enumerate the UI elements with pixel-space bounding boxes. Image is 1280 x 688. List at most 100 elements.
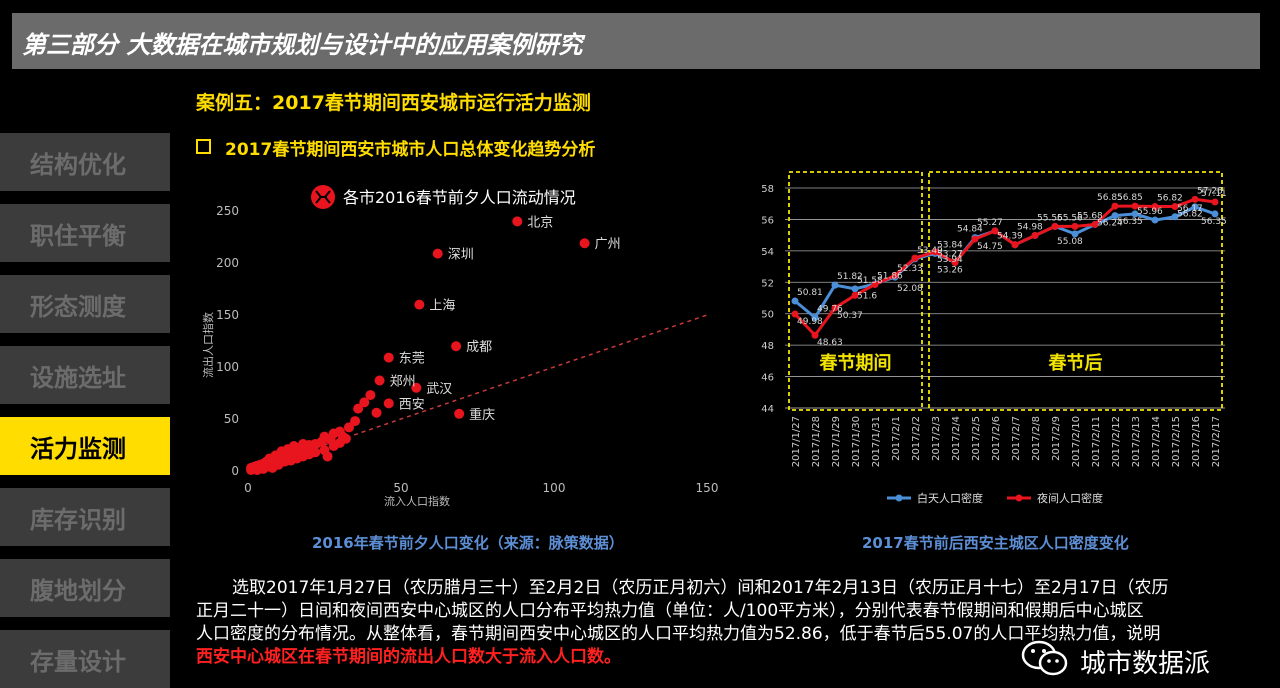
sidebar-item-structure[interactable]: 结构优化 bbox=[0, 133, 170, 191]
page-title: 第三部分 大数据在城市规划与设计中的应用案例研究 bbox=[22, 31, 583, 59]
series-point bbox=[1011, 241, 1019, 249]
scatter-point bbox=[264, 453, 275, 464]
data-label: 57.28 bbox=[1197, 186, 1223, 196]
data-label: 52.08 bbox=[897, 284, 923, 294]
scatter-point-labeled bbox=[383, 352, 394, 363]
series-point bbox=[1091, 220, 1099, 228]
series-point bbox=[831, 304, 839, 312]
y-tick-label: 48 bbox=[761, 341, 774, 352]
data-label: 53.94 bbox=[937, 255, 963, 265]
y-tick-label: 0 bbox=[231, 464, 239, 478]
data-label: 54.98 bbox=[1017, 222, 1043, 232]
x-tick-label: 2017/2/15 bbox=[1171, 416, 1182, 467]
series-point bbox=[851, 285, 859, 293]
scatter-x-axis-label: 流入人口指数 bbox=[384, 494, 450, 508]
data-label: 54.75 bbox=[977, 242, 1003, 252]
data-label: 56.35 bbox=[1117, 217, 1143, 227]
data-label: 54.84 bbox=[957, 225, 983, 235]
scatter-point-labeled bbox=[432, 248, 443, 259]
scatter-point bbox=[310, 447, 321, 458]
series-point bbox=[811, 313, 819, 321]
sidebar-item-inventory[interactable]: 库存识别 bbox=[0, 488, 170, 546]
city-label: 武汉 bbox=[426, 382, 452, 397]
series-point bbox=[811, 331, 819, 339]
bullet-square-icon bbox=[196, 139, 211, 154]
series-point bbox=[971, 235, 979, 243]
scatter-point bbox=[337, 431, 348, 442]
scatter-y-axis-label: 流出人口指数 bbox=[201, 312, 215, 378]
sidebar-item-label: 库存识别 bbox=[30, 506, 126, 534]
y-tick-label: 50 bbox=[761, 310, 774, 321]
sidebar-item-stock-design[interactable]: 存量设计 bbox=[0, 630, 170, 688]
series-point bbox=[871, 280, 879, 288]
data-label: 50.81 bbox=[797, 288, 823, 298]
page-header: 第三部分 大数据在城市规划与设计中的应用案例研究 bbox=[12, 13, 1260, 69]
sidebar-item-label: 形态测度 bbox=[30, 293, 126, 321]
scatter-point-labeled bbox=[512, 216, 523, 227]
series-point bbox=[1051, 222, 1059, 230]
y-tick-label: 100 bbox=[216, 360, 239, 374]
data-label: 55.08 bbox=[1057, 237, 1083, 247]
x-tick-label: 2017/2/7 bbox=[1011, 416, 1022, 461]
scatter-point-labeled bbox=[374, 375, 385, 386]
paragraph-line: 正月二十一）日间和夜间西安中心城区的人口分布平均热力值（单位：人/100平方米）… bbox=[196, 601, 1144, 621]
scatter-point bbox=[350, 416, 361, 427]
x-tick-label: 2017/1/28 bbox=[811, 416, 822, 467]
city-label: 西安 bbox=[399, 397, 425, 412]
y-tick-label: 58 bbox=[761, 184, 774, 195]
x-tick-label: 2017/2/17 bbox=[1211, 416, 1222, 467]
data-label: 55.27 bbox=[977, 218, 1003, 228]
scatter-point bbox=[298, 438, 309, 449]
sidebar-item-label: 活力监测 bbox=[30, 435, 126, 463]
scatter-point bbox=[343, 422, 354, 433]
data-label: 51.82 bbox=[837, 272, 863, 282]
data-label: 49.98 bbox=[797, 317, 823, 327]
data-label: 53.26 bbox=[937, 265, 963, 275]
data-label: 56.85 bbox=[1097, 193, 1123, 203]
line-chart: 44 46 48 50 52 54 56 58 春节期间 春节后 50.81 49.98 49.76… bbox=[761, 171, 1227, 505]
scatter-point-labeled bbox=[383, 398, 394, 409]
y-tick-label: 46 bbox=[761, 373, 774, 384]
sidebar-item-morphology[interactable]: 形态测度 bbox=[0, 275, 170, 333]
paragraph-line: 人口密度的分布情况。从整体看，春节期间西安中心城区的人口平均热力值为52.86，… bbox=[196, 624, 1161, 644]
series-point bbox=[891, 272, 899, 280]
data-label: 53.49 bbox=[917, 246, 943, 256]
data-label: 56.17 bbox=[1177, 204, 1203, 214]
y-tick-label: 150 bbox=[216, 308, 239, 322]
data-label: 55.68 bbox=[1077, 211, 1103, 221]
series-point bbox=[1211, 210, 1219, 218]
city-label: 北京 bbox=[527, 215, 553, 230]
x-tick-label: 2017/2/9 bbox=[1051, 416, 1062, 461]
legend-label: 白天人口密度 bbox=[917, 491, 983, 505]
x-tick-label: 50 bbox=[393, 481, 408, 495]
x-tick-label: 2017/2/14 bbox=[1151, 416, 1162, 467]
x-tick-label: 2017/1/30 bbox=[851, 416, 862, 467]
scatter-point bbox=[371, 407, 382, 418]
x-tick-label: 2017/1/31 bbox=[871, 416, 882, 467]
sidebar-item-facility-siting[interactable]: 设施选址 bbox=[0, 346, 170, 404]
x-tick-label: 100 bbox=[543, 481, 566, 495]
series-point bbox=[1071, 230, 1079, 238]
series-point bbox=[1031, 231, 1039, 239]
scatter-point-labeled bbox=[454, 408, 465, 419]
period-label: 春节期间 bbox=[820, 352, 892, 374]
y-tick-label: 50 bbox=[224, 412, 239, 426]
sidebar-item-hinterland[interactable]: 腹地划分 bbox=[0, 559, 170, 617]
series-point bbox=[1131, 202, 1139, 210]
scatter-point bbox=[353, 403, 364, 414]
period-box bbox=[788, 171, 923, 411]
city-label: 东莞 bbox=[399, 352, 425, 367]
sidebar-item-vitality[interactable]: 活力监测 bbox=[0, 417, 170, 475]
data-label: 50.37 bbox=[837, 311, 863, 321]
series-point bbox=[1171, 203, 1179, 211]
scatter-point-labeled bbox=[411, 382, 422, 393]
series-point bbox=[991, 227, 999, 235]
x-tick-label: 150 bbox=[696, 481, 719, 495]
series-point bbox=[1191, 203, 1199, 211]
city-label: 成都 bbox=[466, 340, 492, 355]
scatter-point-labeled bbox=[451, 341, 462, 352]
sidebar-item-jobs-housing[interactable]: 职住平衡 bbox=[0, 204, 170, 262]
series-point bbox=[911, 254, 919, 262]
x-tick-label: 2017/2/12 bbox=[1111, 416, 1122, 467]
series-point bbox=[1111, 212, 1119, 220]
